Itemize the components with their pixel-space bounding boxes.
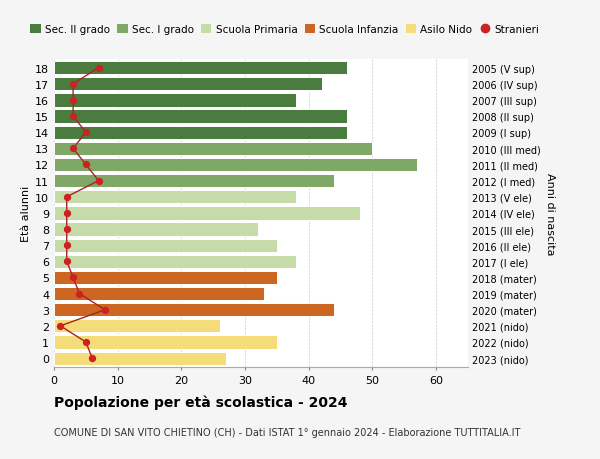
Point — [94, 178, 103, 185]
Bar — [54, 239, 277, 252]
Point — [74, 290, 84, 297]
Point — [81, 339, 91, 346]
Point — [68, 97, 78, 104]
Bar — [54, 78, 322, 91]
Point — [68, 81, 78, 88]
Point — [81, 162, 91, 169]
Bar — [54, 255, 296, 269]
Bar — [54, 223, 258, 236]
Bar — [54, 287, 264, 301]
Bar — [54, 191, 296, 204]
Point — [62, 242, 71, 249]
Point — [62, 258, 71, 265]
Bar — [54, 352, 226, 365]
Point — [81, 129, 91, 137]
Point — [100, 306, 110, 313]
Point — [56, 323, 65, 330]
Point — [62, 226, 71, 233]
Bar — [54, 336, 277, 349]
Point — [68, 274, 78, 281]
Bar — [54, 303, 334, 317]
Text: Popolazione per età scolastica - 2024: Popolazione per età scolastica - 2024 — [54, 395, 347, 409]
Y-axis label: Età alunni: Età alunni — [21, 185, 31, 241]
Bar — [54, 142, 373, 156]
Point — [68, 146, 78, 153]
Point — [88, 355, 97, 362]
Bar — [54, 94, 296, 107]
Bar — [54, 207, 360, 220]
Bar — [54, 174, 334, 188]
Bar — [54, 126, 347, 140]
Point — [94, 65, 103, 72]
Point — [62, 210, 71, 217]
Bar — [54, 271, 277, 285]
Bar — [54, 110, 347, 123]
Bar — [54, 62, 347, 75]
Point — [68, 113, 78, 121]
Bar — [54, 319, 220, 333]
Bar — [54, 158, 417, 172]
Legend: Sec. II grado, Sec. I grado, Scuola Primaria, Scuola Infanzia, Asilo Nido, Stran: Sec. II grado, Sec. I grado, Scuola Prim… — [30, 25, 539, 35]
Text: COMUNE DI SAN VITO CHIETINO (CH) - Dati ISTAT 1° gennaio 2024 - Elaborazione TUT: COMUNE DI SAN VITO CHIETINO (CH) - Dati … — [54, 427, 520, 437]
Point — [62, 194, 71, 201]
Y-axis label: Anni di nascita: Anni di nascita — [545, 172, 555, 255]
